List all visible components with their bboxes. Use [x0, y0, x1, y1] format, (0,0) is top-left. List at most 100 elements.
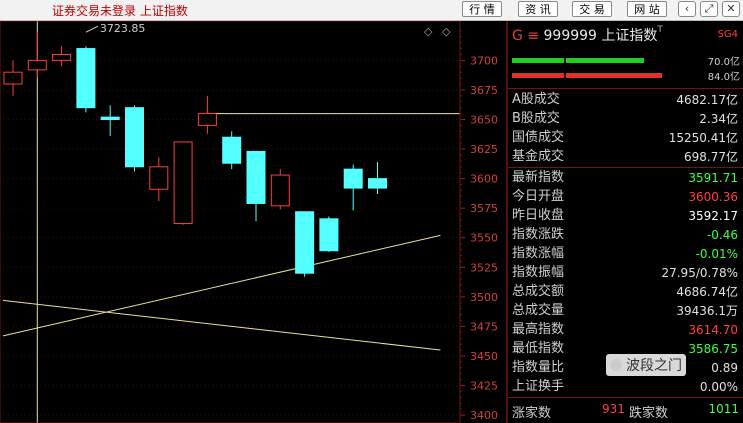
quote-row: 指数振幅 27.95/0.78%: [512, 264, 738, 282]
quote-value: 3591.71: [688, 171, 738, 185]
quote-value: 3592.17: [688, 209, 738, 223]
candle-body-down: [100, 116, 120, 120]
security-name: 上证指数: [601, 28, 658, 44]
stat-row: A股成交 4682.17亿: [512, 91, 738, 109]
y-tick-label: 3625: [470, 143, 498, 156]
candle-body-down: [368, 178, 387, 189]
quote-row: 指数涨幅 -0.01%: [512, 245, 738, 263]
candle-body-down: [295, 211, 315, 274]
candle-body-down: [222, 136, 242, 164]
candlestick-chart[interactable]: 3700 3675 3650 3625 3600 3575 3550 3525 3500 3475…: [0, 21, 508, 423]
quote-label: 今日开盘: [512, 189, 565, 204]
stat-label: A股成交: [512, 92, 560, 107]
y-tick-label: 3525: [470, 261, 498, 274]
quotes-button[interactable]: 行 情: [462, 1, 502, 17]
diamond-icon-2[interactable]: ◇: [442, 25, 451, 38]
breadth-footer: 涨家数 931 跌家数 1011: [508, 398, 743, 423]
candle-body-down: [319, 218, 339, 252]
y-tick-label: 3700: [470, 54, 498, 67]
menu-icon[interactable]: ≡: [527, 28, 544, 44]
watermark: 波段之门: [606, 354, 686, 376]
trendline-rising: [2, 234, 441, 337]
quote-label: 指数涨跌: [512, 227, 565, 242]
chevron-left-icon[interactable]: ‹: [678, 1, 696, 17]
y-tick-label: 3675: [470, 84, 498, 97]
y-tick-label: 3450: [470, 350, 498, 363]
quote-row: 指数涨跌 -0.46: [512, 226, 738, 244]
y-tick-label: 3425: [470, 380, 498, 393]
down-count-value: 1011: [708, 402, 739, 416]
quote-label: 指数量比: [512, 360, 565, 375]
quote-row: 指数量比 0.89: [512, 359, 738, 377]
y-tick-label: 3400: [470, 409, 498, 422]
quote-label: 上证换手: [512, 379, 565, 394]
quote-label: 最新指数: [512, 170, 565, 185]
website-button[interactable]: 网 站: [627, 1, 667, 17]
trendline-falling: [2, 299, 441, 351]
quote-value: -0.01%: [695, 247, 738, 261]
high-annotation-label: 3723.85: [100, 22, 145, 35]
annotation-pointer: [85, 25, 99, 33]
stat-row: 国债成交 15250.41亿: [512, 129, 738, 147]
stat-label: B股成交: [512, 111, 560, 126]
plot-border: [0, 21, 461, 423]
candle-body-up: [270, 174, 290, 207]
stat-value: 698.77亿: [684, 150, 738, 164]
quote-row: 最新指数 3591.71: [512, 169, 738, 187]
volume-bar-green-2: [566, 58, 644, 63]
quote-row: 今日开盘 3600.36: [512, 188, 738, 206]
stat-label: 国债成交: [512, 130, 565, 145]
y-tick-label: 3650: [470, 114, 498, 127]
stat-value: 2.34亿: [699, 112, 738, 126]
volume-bar-green-1: [512, 58, 564, 63]
stat-row: 基金成交 698.77亿: [512, 148, 738, 166]
news-button[interactable]: 资 讯: [518, 1, 558, 17]
quote-label: 最低指数: [512, 341, 565, 356]
quote-label: 昨日收盘: [512, 208, 565, 223]
quote-row: 最高指数 3614.70: [512, 321, 738, 339]
quote-value: 27.95/0.78%: [661, 266, 738, 280]
quote-label: 指数振幅: [512, 265, 565, 280]
quote-label: 指数涨幅: [512, 246, 565, 261]
up-count-value: 931: [602, 402, 625, 416]
y-tick-label: 3575: [470, 202, 498, 215]
quote-value: 3586.75: [688, 342, 738, 356]
restore-icon[interactable]: ⤢: [700, 1, 718, 17]
y-tick-label: 3475: [470, 320, 498, 333]
sg-tag: SG4: [717, 29, 738, 40]
candle-body-up: [52, 53, 72, 61]
quote-value: 39436.1万: [676, 304, 738, 318]
candle-body-up: [149, 166, 169, 190]
stat-label: 基金成交: [512, 149, 565, 164]
candle-body-down: [343, 168, 363, 189]
divider: [508, 88, 743, 89]
candle-body-up: [3, 71, 23, 85]
up-count-label: 涨家数: [512, 406, 552, 421]
y-tick-label: 3550: [470, 232, 498, 245]
divider: [508, 397, 743, 398]
quote-row: 总成交额 4686.74亿: [512, 283, 738, 301]
quote-row: 上证换手 0.00%: [512, 378, 738, 396]
close-icon[interactable]: ✕: [722, 1, 740, 17]
quote-label: 总成交量: [512, 303, 565, 318]
quote-value: 3614.70: [688, 323, 738, 337]
stat-row: B股成交 2.34亿: [512, 110, 738, 128]
down-count-label: 跌家数: [629, 406, 669, 421]
trade-button[interactable]: 交 易: [572, 1, 612, 17]
quote-value: 4686.74亿: [676, 285, 738, 299]
candle-body-down: [125, 107, 144, 168]
divider: [508, 167, 743, 168]
stat-value: 4682.17亿: [676, 93, 738, 107]
quote-row: 总成交量 39436.1万: [512, 302, 738, 320]
security-sup: T: [657, 25, 663, 35]
candle-body-up: [173, 141, 193, 225]
volume-bar-red-1: [512, 73, 564, 78]
top-toolbar: 证券交易未登录 上证指数 行 情 资 讯 交 易 网 站 ‹ ⤢ ✕: [0, 0, 743, 21]
diamond-icon[interactable]: ◇: [424, 25, 433, 38]
login-status-text: 证券交易未登录 上证指数: [52, 4, 188, 18]
quote-value: -0.46: [706, 228, 738, 242]
candle-body-down: [76, 48, 96, 109]
bar-label-1: 70.0亿: [707, 57, 740, 68]
quote-row: 昨日收盘 3592.17: [512, 207, 738, 225]
y-tick-label: 3600: [470, 173, 498, 186]
